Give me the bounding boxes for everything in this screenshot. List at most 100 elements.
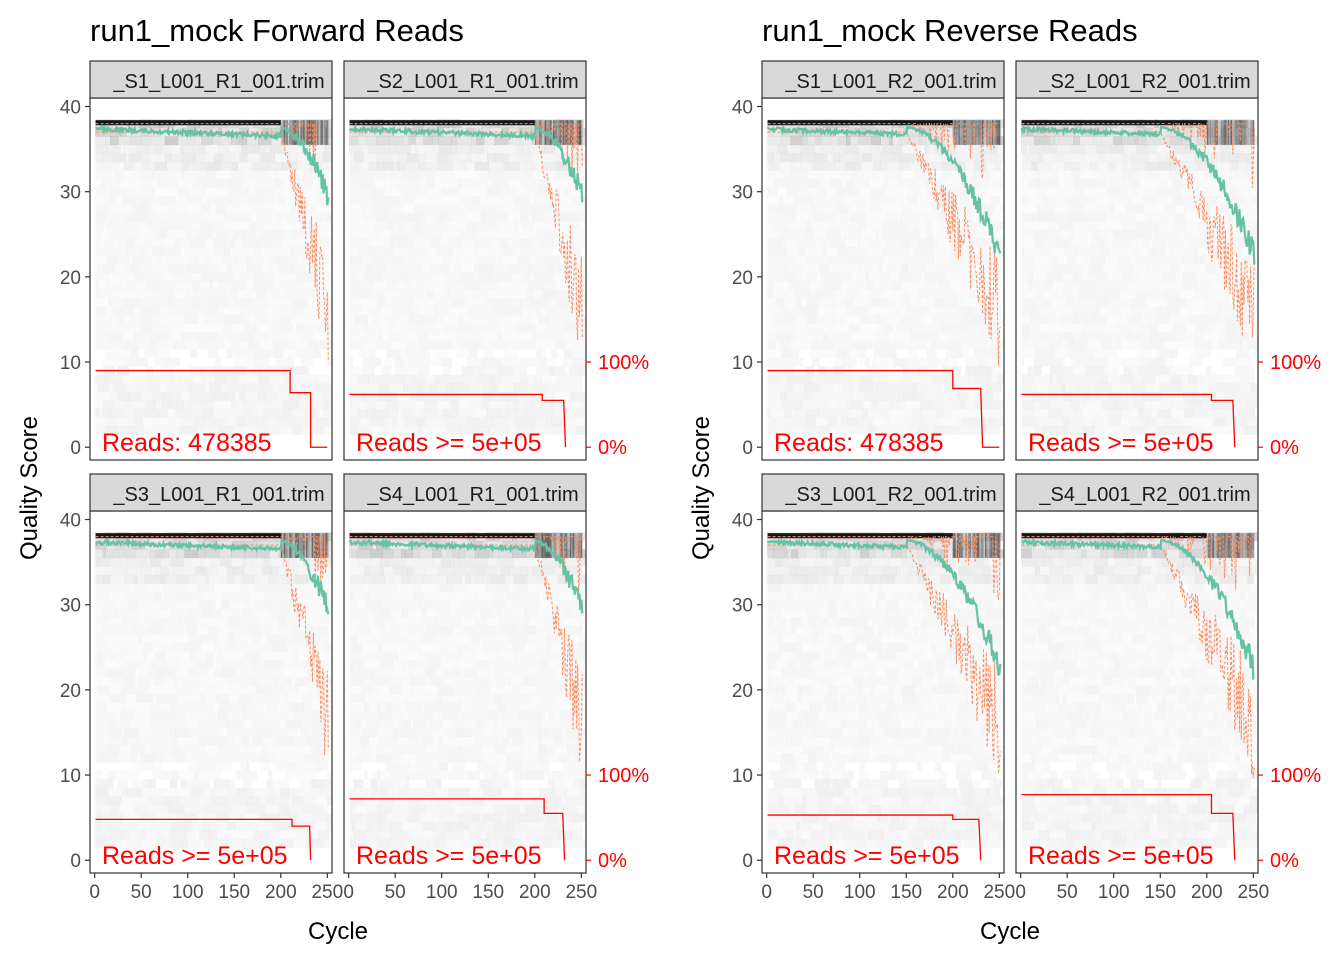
heat-cell (349, 375, 358, 384)
heat-cell (146, 643, 153, 652)
heat-cell (116, 728, 121, 738)
heat-cell (235, 669, 243, 678)
heat-cell (307, 532, 313, 542)
heat-cell (362, 307, 369, 316)
heat-cell (300, 383, 305, 393)
heat-cell (514, 417, 521, 427)
heat-cell (767, 383, 771, 392)
heat-cell (767, 426, 773, 435)
heat-cell (374, 222, 386, 231)
heat-cell (226, 349, 233, 359)
x-tick-label: 0 (343, 882, 354, 903)
heat-cell (110, 392, 118, 401)
heat-cell (254, 179, 262, 188)
heat-cell (456, 238, 462, 248)
heat-cell (207, 264, 220, 273)
heat-cell (393, 771, 396, 780)
heat-cell (391, 341, 401, 350)
heat-cell (234, 737, 243, 746)
heat-cell (562, 332, 576, 341)
heat-cell (920, 307, 929, 316)
heat-cell (529, 281, 544, 290)
heat-cell (313, 392, 318, 401)
heat-cell (937, 349, 947, 358)
heat-cell (433, 349, 448, 358)
heat-cell (559, 161, 573, 171)
heat-cell (146, 281, 156, 290)
heat-cell (288, 557, 299, 567)
heat-cell (150, 136, 166, 146)
heat-cell (895, 307, 902, 316)
heat-cell (364, 592, 370, 601)
heat-cell (932, 222, 940, 231)
heat-cell (423, 771, 427, 780)
heat-cell (229, 187, 242, 196)
heat-cell (360, 162, 369, 171)
heat-cell (548, 711, 554, 720)
heat-cell (829, 264, 836, 273)
heat-cell (211, 609, 222, 618)
heat-cell (514, 558, 519, 567)
heat-cell (573, 196, 586, 205)
heat-cell (458, 315, 464, 324)
heat-cell (790, 341, 803, 350)
heat-cell (365, 324, 368, 333)
heat-cell (349, 213, 363, 222)
heat-cell (555, 392, 570, 401)
heat-cell (563, 805, 577, 814)
heat-cell (456, 711, 466, 720)
heat-cell (481, 694, 494, 703)
heat-cell (465, 290, 475, 299)
heat-cell (314, 290, 326, 299)
heat-cell (886, 383, 898, 393)
heat-cell (493, 264, 498, 273)
heat-cell (925, 332, 938, 341)
heat-cell (565, 341, 575, 350)
heat-cell (288, 239, 303, 248)
heat-cell (293, 264, 305, 273)
heat-cell (767, 256, 782, 265)
heat-cell (266, 315, 280, 324)
heat-cell (822, 408, 837, 418)
heat-cell (825, 222, 829, 231)
heat-cell (402, 222, 412, 231)
heat-cell (325, 120, 327, 145)
heat-cell (526, 830, 533, 839)
heat-cell (537, 120, 540, 145)
heat-cell (847, 400, 853, 410)
heat-cell (555, 400, 565, 409)
heat-cell (417, 161, 426, 171)
heat-cell (207, 161, 221, 171)
heat-cell (816, 324, 821, 333)
heat-cell (537, 643, 548, 652)
heat-cell (799, 264, 805, 273)
heat-cell (359, 660, 365, 669)
heat-cell (930, 358, 934, 367)
heat-cell (517, 425, 532, 435)
heat-cell (377, 694, 391, 703)
heat-cell (289, 540, 299, 550)
heat-cell (181, 161, 189, 171)
heat-cell (554, 153, 565, 163)
heat-cell (492, 592, 500, 601)
heat-cell (321, 120, 323, 145)
heat-cell (174, 290, 185, 299)
heat-cell (286, 771, 293, 780)
heat-cell (352, 400, 366, 409)
heat-cell (163, 677, 174, 686)
heat-cell (525, 686, 536, 695)
heat-cell (905, 400, 920, 409)
heat-cell (492, 307, 506, 316)
heat-cell (288, 652, 293, 661)
heat-cell (413, 290, 424, 299)
heat-cell (137, 617, 152, 626)
heat-cell (265, 592, 271, 601)
heat-cell (207, 358, 215, 367)
heat-cell (920, 375, 932, 384)
heat-cell (573, 533, 576, 558)
heat-cell (306, 754, 317, 763)
heat-cell (151, 703, 160, 712)
heat-cell (282, 120, 284, 145)
plot-area (95, 119, 332, 448)
heat-cell (128, 609, 140, 618)
